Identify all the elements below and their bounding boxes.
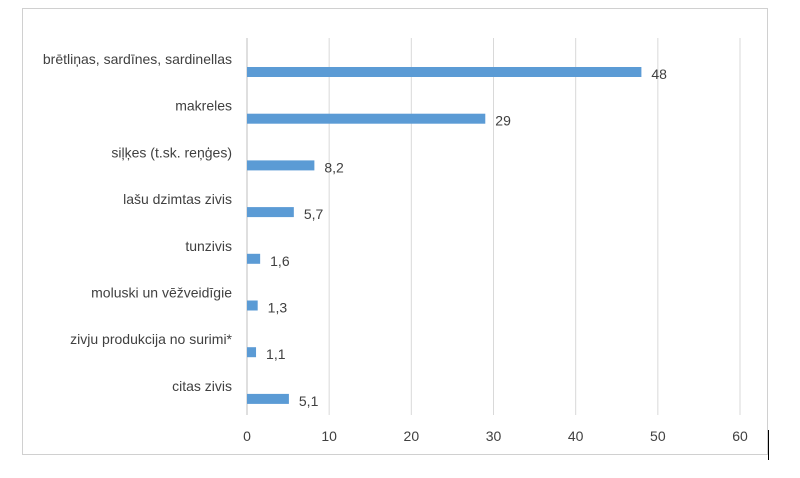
bar-layer <box>247 67 642 404</box>
bar <box>247 113 486 124</box>
category-label: brētliņas, sardīnes, sardinellas <box>43 51 232 67</box>
bar <box>247 67 642 77</box>
category-label: citas zivis <box>172 378 232 394</box>
x-tick-label: 50 <box>650 428 666 444</box>
chart-frame <box>22 8 768 455</box>
grid-layer <box>246 38 741 415</box>
x-tick-label: 0 <box>243 428 251 444</box>
category-label: siļķes (t.sk. reņģes) <box>111 144 232 160</box>
data-label: 5,1 <box>299 393 319 409</box>
bar <box>247 253 261 264</box>
data-label: 8,2 <box>324 159 344 175</box>
x-tick-label: 60 <box>732 428 748 444</box>
category-label: lašu dzimtas zivis <box>123 191 232 207</box>
category-label: zivju produkcija no surimi* <box>70 331 232 347</box>
bar <box>247 393 289 404</box>
category-label: makreles <box>175 98 232 114</box>
x-tick-label: 40 <box>568 428 584 444</box>
category-label: moluski un vēžveidīgie <box>91 285 232 301</box>
data-label: 48 <box>651 66 667 82</box>
bar <box>247 300 258 311</box>
data-label: 29 <box>495 113 511 129</box>
edge-mark <box>768 430 769 460</box>
data-label: 1,3 <box>268 300 288 316</box>
data-label: 1,1 <box>266 346 286 362</box>
label-layer: 0 10 20 30 40 50 60 brētliņas, sardīnes, sardin… <box>43 51 748 444</box>
bar <box>247 207 294 218</box>
data-label: 5,7 <box>304 206 324 222</box>
bar <box>247 160 315 171</box>
x-tick-label: 20 <box>404 428 420 444</box>
bar <box>247 347 257 358</box>
x-tick-label: 30 <box>486 428 502 444</box>
x-tick-label: 10 <box>321 428 337 444</box>
data-label: 1,6 <box>270 253 290 269</box>
category-label: tunzivis <box>185 238 232 254</box>
